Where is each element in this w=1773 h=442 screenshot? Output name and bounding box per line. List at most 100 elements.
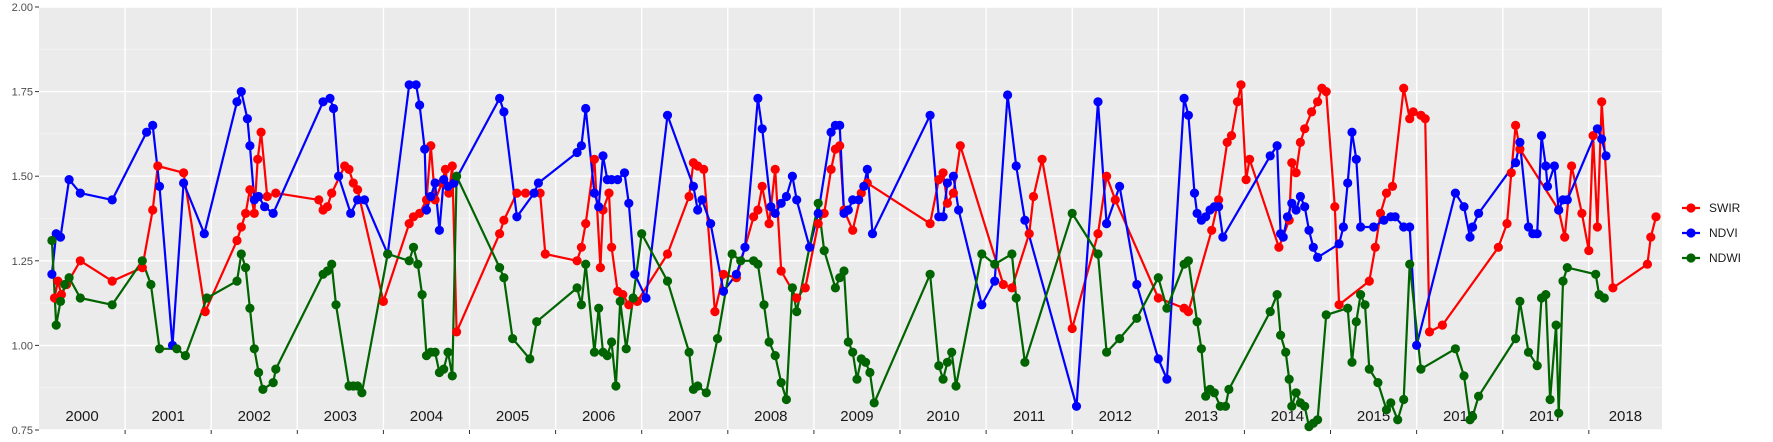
- data-point-ndwi: [1224, 384, 1234, 394]
- year-label: 2001: [151, 408, 184, 425]
- data-point-swir: [322, 202, 332, 212]
- data-point-swir: [662, 249, 673, 259]
- data-point-ndwi: [1545, 394, 1555, 405]
- data-point-ndvi: [938, 212, 948, 222]
- data-point-ndvi: [1541, 161, 1551, 171]
- data-point-ndvi: [1183, 110, 1193, 120]
- data-point-ndwi: [1272, 290, 1282, 300]
- data-point-ndvi: [1601, 151, 1611, 161]
- grid-major: [39, 6, 1662, 431]
- data-point-ndvi: [1295, 191, 1305, 202]
- data-point-ndwi: [408, 242, 419, 252]
- data-point-ndwi: [1364, 364, 1374, 374]
- data-point-ndvi: [1201, 212, 1211, 222]
- data-point-ndwi: [693, 381, 703, 391]
- data-point-ndwi: [1511, 334, 1521, 344]
- data-point-swir: [770, 164, 780, 174]
- data-point-ndwi: [146, 279, 156, 290]
- data-point-swir: [813, 219, 823, 229]
- data-point-swir: [938, 168, 948, 178]
- data-point-swir: [753, 205, 763, 215]
- year-label: 2010: [926, 408, 959, 425]
- data-point-ndvi: [242, 114, 252, 124]
- data-point-ndwi: [1276, 330, 1286, 340]
- data-point-ndvi: [854, 195, 864, 205]
- data-point-ndvi: [859, 181, 869, 191]
- data-point-ndwi: [1523, 347, 1534, 357]
- data-point-swir: [1646, 232, 1656, 242]
- data-point-ndwi: [1599, 293, 1609, 303]
- data-point-ndwi: [1007, 249, 1017, 259]
- data-point-ndwi: [1102, 347, 1112, 357]
- data-point-ndvi: [1192, 208, 1202, 218]
- data-point-ndwi: [241, 263, 251, 273]
- data-point-swir: [137, 263, 147, 273]
- data-point-ndvi: [1313, 252, 1323, 262]
- data-point-ndvi: [942, 178, 953, 188]
- data-point-ndwi: [137, 256, 147, 266]
- data-point-swir: [452, 327, 462, 337]
- data-point-ndwi: [1183, 256, 1193, 266]
- data-point-ndwi: [51, 320, 61, 330]
- data-point-ndvi: [662, 110, 673, 120]
- data-point-swir: [1424, 327, 1435, 337]
- data-point-ndwi: [452, 171, 462, 181]
- data-point-ndvi: [977, 300, 987, 310]
- data-point-swir: [1334, 300, 1344, 310]
- data-point-swir: [1642, 259, 1652, 269]
- data-point-ndwi: [1201, 391, 1211, 401]
- data-point-ndwi: [938, 374, 948, 384]
- data-point-ndvi: [245, 141, 255, 151]
- data-point-ndwi: [1153, 273, 1163, 283]
- data-point-ndwi: [589, 347, 600, 357]
- data-point-ndvi: [766, 202, 776, 212]
- data-point-swir: [604, 188, 614, 198]
- data-point-ndwi: [843, 337, 853, 347]
- data-point-swir: [444, 188, 454, 198]
- data-point-ndwi: [1313, 415, 1323, 425]
- data-point-ndwi: [357, 388, 367, 398]
- data-point-ndwi: [1291, 388, 1301, 398]
- data-point-ndvi: [1390, 212, 1400, 222]
- data-point-ndvi: [325, 93, 335, 103]
- data-point-ndvi: [1554, 205, 1564, 215]
- data-point-ndvi: [1102, 219, 1112, 229]
- data-point-ndwi: [1265, 307, 1275, 317]
- data-point-ndwi: [1356, 290, 1366, 300]
- data-point-ndvi: [236, 87, 246, 97]
- data-point-ndvi: [1304, 225, 1314, 235]
- data-point-ndvi: [770, 208, 780, 218]
- data-point-swir: [148, 205, 158, 215]
- data-point-ndvi: [740, 242, 750, 252]
- data-point-ndvi: [1308, 242, 1318, 252]
- data-point-ndvi: [867, 229, 878, 239]
- data-point-swir: [1321, 87, 1331, 97]
- data-point-ndvi: [1459, 202, 1469, 212]
- data-point-swir: [1153, 293, 1163, 303]
- data-point-ndwi: [1541, 290, 1551, 300]
- data-point-ndvi: [572, 147, 582, 158]
- data-point-swir: [1577, 208, 1587, 218]
- data-point-ndwi: [835, 273, 845, 283]
- data-point-ndwi: [1450, 344, 1460, 354]
- data-point-ndvi: [1379, 215, 1389, 225]
- data-point-ndwi: [621, 344, 631, 354]
- data-point-ndwi: [753, 259, 763, 269]
- data-point-swir: [1028, 191, 1039, 202]
- data-point-ndvi: [925, 110, 935, 120]
- data-point-ndwi: [869, 398, 879, 408]
- year-label: 2011: [1013, 408, 1045, 425]
- data-point-ndvi: [787, 171, 798, 181]
- data-point-ndwi: [430, 347, 440, 357]
- data-point-swir: [572, 256, 582, 266]
- data-point-ndwi: [701, 388, 711, 398]
- data-point-ndvi: [598, 151, 608, 161]
- data-point-ndvi: [499, 107, 509, 117]
- data-point-swir: [835, 141, 845, 151]
- data-point-ndwi: [727, 249, 737, 259]
- y-tick-label: 1.00: [12, 340, 33, 352]
- data-point-swir: [792, 293, 802, 303]
- data-point-ndwi: [611, 381, 621, 391]
- data-point-ndwi: [770, 351, 780, 361]
- data-point-ndvi: [415, 100, 425, 110]
